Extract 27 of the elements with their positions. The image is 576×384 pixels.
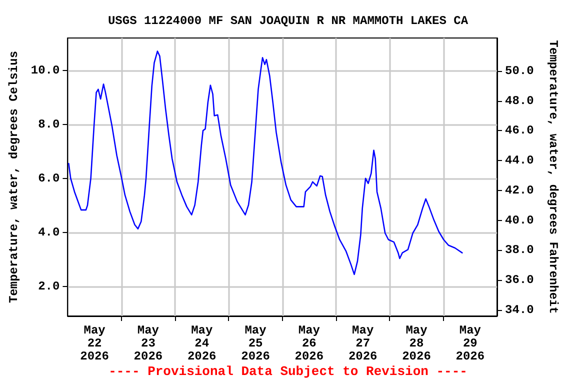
y2-tick-label: 50.0 [505,64,534,78]
y2-tick-label: 36.0 [505,273,534,288]
y2-tick-label: 42.0 [505,183,534,198]
y-tick-label: 4.0 [38,225,60,240]
x-tick-label: May 29 2026 [456,324,485,364]
y-tick-label: 2.0 [38,279,60,294]
chart-title: USGS 11224000 MF SAN JOAQUIN R NR MAMMOTH LAKES CA [108,14,469,28]
y2-tick-label: 38.0 [505,243,534,258]
x-tick-label: May 28 2026 [402,324,431,364]
y-axis-title: Temperature, water, degrees Celsius [7,50,21,304]
y-tick-label: 10.0 [30,63,60,78]
y2-tick-label: 40.0 [505,213,534,228]
y-tick-label: 8.0 [38,117,60,132]
x-tick-label: May 22 2026 [80,324,109,364]
x-tick-label: May 24 2026 [187,324,216,364]
y2-axis-title: Temperature, water, degrees Fahrenheit [546,40,560,314]
x-tick-label: May 27 2026 [348,324,378,364]
y2-tick-label: 34.0 [505,303,534,318]
x-tick-label: May 25 2026 [241,324,270,364]
y2-tick-label: 46.0 [505,124,534,138]
line-series [68,50,463,276]
y-tick-label: 6.0 [38,171,60,186]
y2-tick-label: 48.0 [505,94,534,108]
text: ---- Provisional Data Subject to Revision ---- [108,364,468,379]
x-tick-label: May 26 2026 [294,324,324,364]
x-tick-label: May 23 2026 [134,324,163,364]
y2-tick-label: 44.0 [505,154,534,168]
